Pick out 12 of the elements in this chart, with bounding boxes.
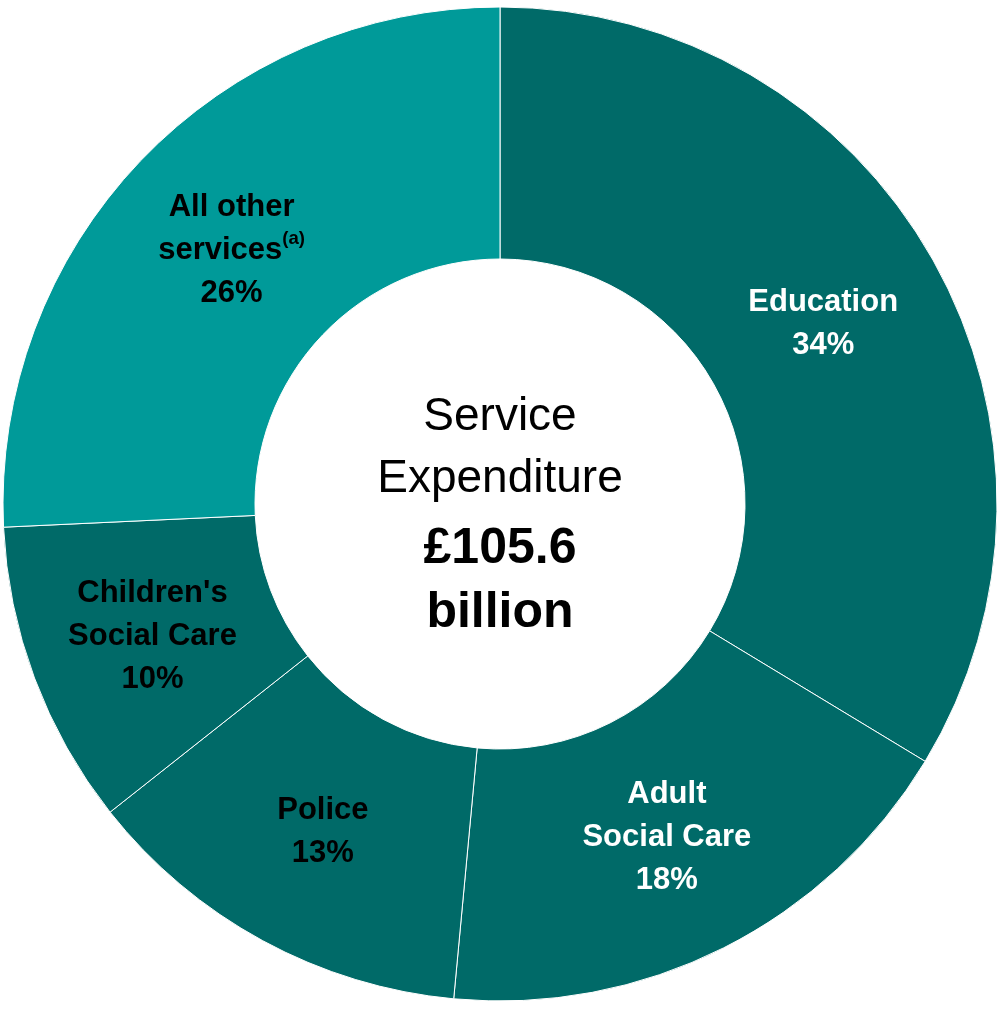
slice-label: All other services$^{(a)}$ xyxy=(158,187,306,266)
data-label: 26% xyxy=(200,273,263,309)
data-label: 18% xyxy=(635,860,698,896)
slice-label: Education xyxy=(748,282,899,318)
text: £105.6 billion xyxy=(423,518,577,638)
text: Service Expenditure xyxy=(377,388,623,502)
data-label: 10% xyxy=(121,659,184,695)
data-label: 34% xyxy=(792,325,855,361)
data-label: 13% xyxy=(291,834,354,869)
slice-label: Police xyxy=(277,791,369,826)
slice-label: Children's Social Care xyxy=(68,573,237,652)
slice-label: Adult Social Care xyxy=(582,774,752,853)
